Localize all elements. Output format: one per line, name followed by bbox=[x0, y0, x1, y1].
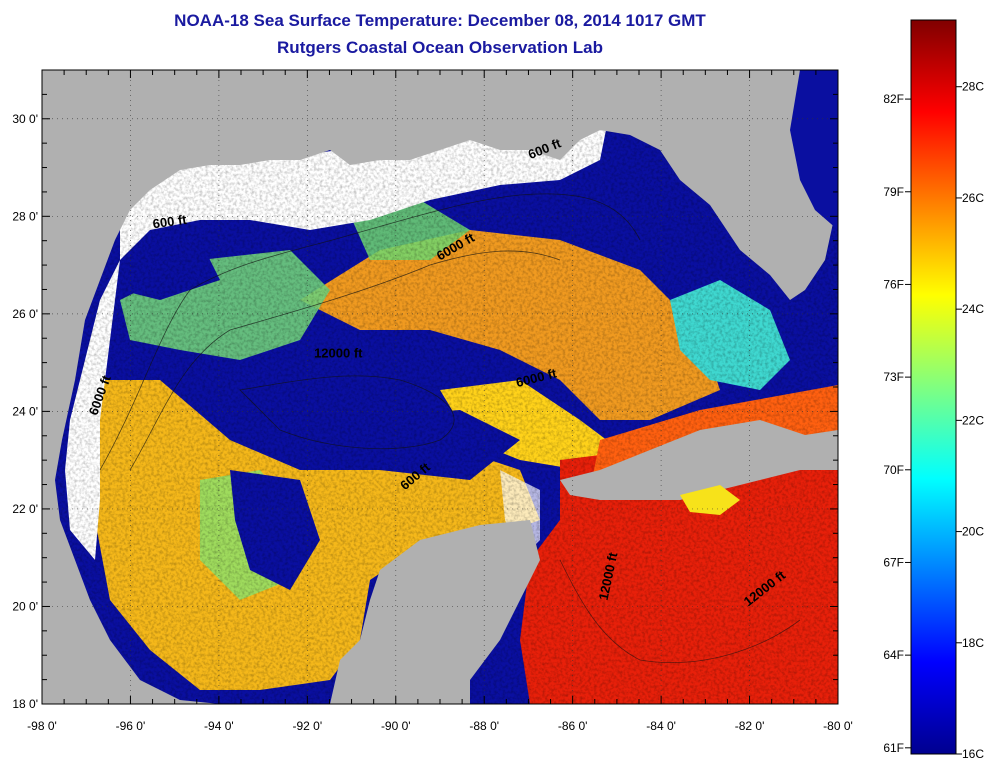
x-tick-label: -88 0' bbox=[469, 719, 499, 733]
y-tick-label: 30 0' bbox=[12, 112, 38, 126]
isobath-600 bbox=[99, 193, 641, 471]
map-subtitle: Rutgers Coastal Ocean Observation Lab bbox=[277, 38, 603, 57]
x-tick-label: -92 0' bbox=[293, 719, 323, 733]
colorbar-label-c: 16C bbox=[962, 747, 984, 761]
y-tick-label: 26 0' bbox=[12, 307, 38, 321]
x-tick-label: -84 0' bbox=[646, 719, 676, 733]
sst-cuba-shelf bbox=[680, 485, 740, 515]
isobath-caribbean bbox=[559, 559, 801, 663]
x-tick-label: -86 0' bbox=[558, 719, 588, 733]
x-tick-label: -98 0' bbox=[27, 719, 57, 733]
isobath-6000 bbox=[129, 250, 561, 471]
y-tick-label: 20 0' bbox=[12, 599, 38, 613]
y-tick-label: 28 0' bbox=[12, 209, 38, 223]
colorbar-label-c: 24C bbox=[962, 302, 984, 316]
colorbar-label-c: 18C bbox=[962, 636, 984, 650]
isobath-label: 600 ft bbox=[152, 212, 188, 232]
colorbar-label-f: 70F bbox=[883, 463, 904, 477]
land-us-coast bbox=[42, 70, 838, 560]
axis-ticks: -98 0' -96 0' -94 0' -92 0' -90 0' -88 0' -86 … bbox=[12, 69, 853, 733]
colorbar-label-f: 67F bbox=[883, 555, 904, 569]
map-title: NOAA-18 Sea Surface Temperature: Decembe… bbox=[174, 11, 706, 30]
y-tick-label: 18 0' bbox=[12, 697, 38, 711]
y-tick-label: 22 0' bbox=[12, 502, 38, 516]
colorbar-label-f: 79F bbox=[883, 185, 904, 199]
colorbar-label-f: 61F bbox=[883, 741, 904, 755]
x-tick-label: -80 0' bbox=[823, 719, 853, 733]
land-mexico-west bbox=[42, 560, 220, 704]
graticule bbox=[42, 70, 838, 704]
map-layers bbox=[42, 70, 838, 704]
colorbar bbox=[910, 19, 957, 755]
colorbar-label-f: 64F bbox=[883, 648, 904, 662]
atlantic-strip bbox=[790, 70, 838, 230]
x-tick-label: -96 0' bbox=[116, 719, 146, 733]
x-tick-label: -90 0' bbox=[381, 719, 411, 733]
isobath-label: 12000 ft bbox=[314, 346, 363, 361]
colorbar-label-c: 28C bbox=[962, 80, 984, 94]
colorbar-labels: 28C 26C 24C 22C 20C 18C 16C 82F 79F 76F 73F 70F 67F 6… bbox=[883, 80, 984, 761]
colorbar-label-c: 26C bbox=[962, 191, 984, 205]
land-yucatan bbox=[330, 520, 540, 704]
colorbar-label-f: 82F bbox=[883, 92, 904, 106]
colorbar-label-f: 73F bbox=[883, 370, 904, 384]
isobath-12000 bbox=[239, 375, 455, 450]
x-tick-label: -82 0' bbox=[735, 719, 765, 733]
colorbar-label-c: 22C bbox=[962, 413, 984, 427]
land-cuba bbox=[560, 420, 838, 500]
x-tick-label: -94 0' bbox=[204, 719, 234, 733]
y-tick-label: 24 0' bbox=[12, 404, 38, 418]
colorbar-label-f: 76F bbox=[883, 277, 904, 291]
colorbar-label-c: 20C bbox=[962, 525, 984, 539]
